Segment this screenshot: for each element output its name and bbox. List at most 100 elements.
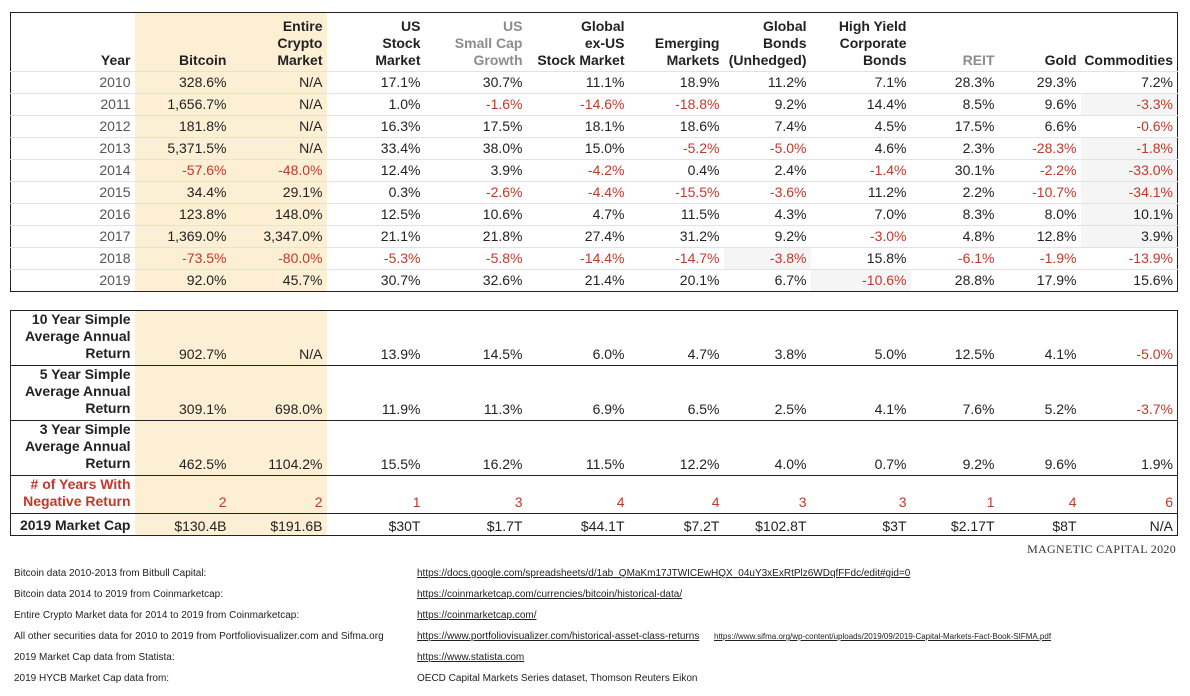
summary-value: N/A: [230, 310, 327, 366]
return-cell: 17.1%: [326, 71, 425, 94]
return-cell: 8.5%: [910, 93, 999, 116]
return-cell: 7.1%: [810, 71, 911, 94]
summary-value: 902.7%: [134, 310, 231, 366]
summary-row: # of Years With Negative Return 2 2 1 3 4 4 3 3 1 4…: [10, 475, 1178, 514]
summary-row: 10 Year Simple Average Annual Return 902.7%…: [10, 310, 1178, 366]
summary-value: 9.2%: [910, 420, 999, 476]
return-cell: 2.4%: [723, 159, 811, 182]
summary-value: 3: [723, 475, 811, 514]
source-label: Entire Crypto Market data for 2014 to 20…: [14, 610, 300, 621]
return-cell: -15.5%: [628, 181, 724, 204]
source-text: OECD Capital Markets Series dataset, Tho…: [417, 673, 698, 684]
return-cell: 7.2%: [1080, 71, 1178, 94]
summary-value: 13.9%: [326, 310, 425, 366]
source-label: All other securities data for 2010 to 20…: [14, 631, 384, 642]
annual-returns-table: Year Bitcoin Entire Crypto Market US Stock Mark…: [10, 12, 1178, 292]
source-row: Bitcoin data 2014 to 2019 from Coinmarke…: [14, 584, 1184, 605]
column-header: US Small Cap Growth: [454, 18, 523, 68]
summary-value: 2: [230, 475, 327, 514]
summary-label: # of Years With Negative Return: [10, 475, 135, 514]
column-header: US Stock Market: [375, 18, 421, 68]
return-cell: 328.6%: [134, 71, 231, 94]
summary-value: 6: [1080, 475, 1178, 514]
return-cell: -18.8%: [628, 93, 724, 116]
return-cell: 21.1%: [326, 225, 425, 248]
return-cell: -1.9%: [998, 247, 1081, 270]
source-link[interactable]: https://docs.google.com/spreadsheets/d/1…: [417, 568, 911, 579]
table-row: 2017 1,369.0% 3,347.0% 21.1% 21.8% 27.4% 31.2%…: [10, 225, 1178, 248]
return-cell: 12.8%: [998, 225, 1081, 248]
returns-body: 2010 328.6% N/A 17.1% 30.7% 11.1% 18.9% 11.2% 7.…: [10, 71, 1178, 292]
return-cell: 181.8%: [134, 115, 231, 138]
return-cell: -4.4%: [526, 181, 629, 204]
source-link-secondary[interactable]: https://www.sifma.org/wp-content/uploads…: [714, 632, 1052, 641]
source-row: All other securities data for 2010 to 20…: [14, 626, 1184, 647]
return-cell: -2.6%: [424, 181, 527, 204]
source-link[interactable]: https://coinmarketcap.com/: [417, 610, 537, 621]
summary-value: 1.9%: [1080, 420, 1178, 476]
return-cell: N/A: [230, 115, 327, 138]
return-cell: 123.8%: [134, 203, 231, 226]
source-link[interactable]: https://www.portfoliovisualizer.com/hist…: [417, 631, 700, 642]
summary-value: $8T: [998, 513, 1081, 536]
return-cell: 28.3%: [910, 71, 999, 94]
return-cell: 45.7%: [230, 269, 327, 292]
return-cell: -5.3%: [326, 247, 425, 270]
return-cell: 12.4%: [326, 159, 425, 182]
summary-statistics-table: 10 Year Simple Average Annual Return 902.7%…: [10, 310, 1178, 536]
summary-value: 309.1%: [134, 365, 231, 421]
column-header: Commodities: [1084, 52, 1173, 68]
return-cell: 14.4%: [810, 93, 911, 116]
return-cell: 0.4%: [628, 159, 724, 182]
year-cell: 2013: [10, 137, 135, 160]
return-cell: -3.6%: [723, 181, 811, 204]
summary-value: 4.1%: [998, 310, 1081, 366]
summary-value: 6.9%: [526, 365, 629, 421]
header-row: Year Bitcoin Entire Crypto Market US Stock Mark…: [11, 12, 1178, 72]
table-row: 2013 5,371.5% N/A 33.4% 38.0% 15.0% -5.2% -5.0%…: [10, 137, 1178, 160]
return-cell: -5.8%: [424, 247, 527, 270]
return-cell: 21.8%: [424, 225, 527, 248]
summary-value: 14.5%: [424, 310, 527, 366]
summary-value: 2: [134, 475, 231, 514]
return-cell: 3.9%: [424, 159, 527, 182]
return-cell: -3.3%: [1080, 93, 1178, 116]
source-label: Bitcoin data 2014 to 2019 from Coinmarke…: [14, 589, 224, 600]
summary-value: 4.0%: [723, 420, 811, 476]
return-cell: 38.0%: [424, 137, 527, 160]
summary-value: -3.7%: [1080, 365, 1178, 421]
summary-label: 10 Year Simple Average Annual Return: [10, 310, 135, 366]
return-cell: -14.6%: [526, 93, 629, 116]
source-link[interactable]: https://coinmarketcap.com/currencies/bit…: [417, 589, 683, 600]
return-cell: -2.2%: [998, 159, 1081, 182]
return-cell: -14.4%: [526, 247, 629, 270]
return-cell: N/A: [230, 137, 327, 160]
column-header: Global Bonds (Unhedged): [728, 18, 807, 68]
summary-label: 5 Year Simple Average Annual Return: [10, 365, 135, 421]
column-header: REIT: [962, 52, 995, 68]
summary-value: 11.3%: [424, 365, 527, 421]
summary-value: $2.17T: [910, 513, 999, 536]
return-cell: 12.5%: [326, 203, 425, 226]
return-cell: 31.2%: [628, 225, 724, 248]
return-cell: 32.6%: [424, 269, 527, 292]
return-cell: 18.9%: [628, 71, 724, 94]
table-row: 2019 92.0% 45.7% 30.7% 32.6% 21.4% 20.1% 6.7% -1…: [10, 269, 1178, 292]
summary-value: 4.1%: [810, 365, 911, 421]
column-header: High Yield Corporate Bonds: [838, 18, 907, 68]
return-cell: 9.2%: [723, 225, 811, 248]
summary-value: 11.9%: [326, 365, 425, 421]
source-label: 2019 Market Cap data from Statista:: [14, 652, 175, 663]
summary-value: $102.8T: [723, 513, 811, 536]
summary-value: 7.6%: [910, 365, 999, 421]
return-cell: -0.6%: [1080, 115, 1178, 138]
return-cell: 10.1%: [1080, 203, 1178, 226]
summary-value: $30T: [326, 513, 425, 536]
return-cell: -73.5%: [134, 247, 231, 270]
source-link[interactable]: https://www.statista.com: [417, 652, 525, 663]
return-cell: N/A: [230, 71, 327, 94]
return-cell: 33.4%: [326, 137, 425, 160]
return-cell: -6.1%: [910, 247, 999, 270]
summary-value: 5.2%: [998, 365, 1081, 421]
summary-label: 3 Year Simple Average Annual Return: [10, 420, 135, 476]
